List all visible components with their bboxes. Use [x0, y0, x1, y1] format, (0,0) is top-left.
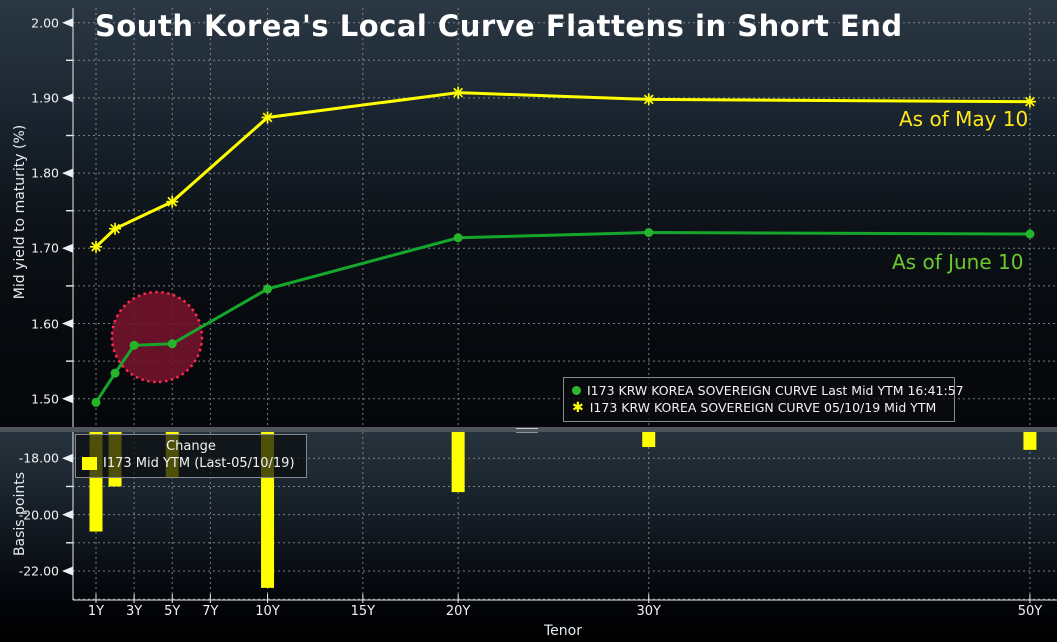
bottom-y-tick-label--20.00: -20.00: [18, 507, 59, 523]
y-tick-arrow: [62, 510, 73, 520]
change-legend-label: I173 Mid YTM (Last-05/10/19): [103, 456, 295, 471]
chart-title: South Korea's Local Curve Flattens in Sh…: [95, 9, 903, 43]
x-tick-label-50Y: 50Y: [1017, 604, 1043, 619]
curve-june-point-5y: [167, 339, 177, 349]
legend-item-may10-mid-ytm: ✱ I173 KRW KOREA SOVEREIGN CURVE 05/10/1…: [572, 399, 946, 416]
legend-label: I173 KRW KOREA SOVEREIGN CURVE Last Mid …: [587, 383, 964, 398]
curve-june: [94, 231, 1030, 404]
change-legend[interactable]: Change I173 Mid YTM (Last-05/10/19): [75, 434, 307, 478]
legend-item-last-mid-ytm: I173 KRW KOREA SOVEREIGN CURVE Last Mid …: [572, 382, 964, 399]
curve-june-point-20y: [453, 233, 463, 243]
change-bar-30y: [642, 431, 656, 448]
curve-may-marker-10y: [262, 112, 273, 123]
x-tick-label-15Y: 15Y: [350, 604, 376, 619]
y-tick-arrow: [62, 566, 73, 576]
y-tick-arrow: [62, 319, 73, 328]
change-legend-title: Change: [166, 439, 216, 454]
x-axis-label: Tenor: [544, 623, 582, 639]
splitter-grip-handle[interactable]: [516, 428, 538, 433]
curve-june-point-1y: [91, 397, 101, 407]
x-tick-label-10Y: 10Y: [255, 604, 280, 619]
x-tick-label-30Y: 30Y: [636, 604, 661, 619]
curve-label-may: As of May 10: [899, 107, 1029, 131]
x-tick-label-20Y: 20Y: [445, 604, 471, 619]
y-tick-arrow: [62, 453, 73, 463]
curve-may-marker-20y: [453, 87, 464, 98]
curve-may-marker-30y: [643, 94, 654, 105]
curve-june-point-2y: [110, 368, 120, 378]
y-tick-arrow: [62, 394, 73, 404]
curve-may-marker-5y: [167, 196, 178, 207]
curve-june-point-10y: [263, 284, 273, 294]
x-tick-label-5Y: 5Y: [164, 604, 181, 619]
top-y-tick-label-2.00: 2.00: [31, 15, 59, 31]
x-tick-label-3Y: 3Y: [126, 604, 143, 619]
top-y-tick-label-1.80: 1.80: [31, 165, 59, 181]
top-y-tick-label-1.70: 1.70: [31, 240, 59, 256]
panel-splitter: [0, 427, 1057, 433]
x-tick-label-1Y: 1Y: [87, 604, 105, 619]
y-tick-arrow: [62, 18, 73, 28]
top-y-tick-label-1.50: 1.50: [31, 391, 59, 407]
change-bar-20y: [451, 431, 465, 493]
y-tick-arrow: [62, 93, 73, 103]
y-tick-arrow: [62, 168, 73, 178]
top-y-axis-label: Mid yield to maturity (%): [12, 124, 28, 300]
green-dot-icon: [572, 386, 581, 395]
curve-may: [94, 91, 1030, 248]
legend-label: I173 KRW KOREA SOVEREIGN CURVE 05/10/19 …: [589, 400, 937, 415]
curve-june-point-30y: [644, 228, 654, 238]
x-tick-label-7Y: 7Y: [202, 604, 219, 619]
highlight-circle-annotation: [110, 290, 204, 384]
bottom-y-tick-label--18.00: -18.00: [18, 450, 59, 466]
change-bar-50y: [1023, 431, 1037, 450]
change-legend-item: I173 Mid YTM (Last-05/10/19): [82, 455, 300, 472]
top-y-tick-label-1.60: 1.60: [31, 316, 59, 331]
bottom-y-tick-label--22.00: -22.00: [18, 563, 59, 579]
top-y-tick-label-1.90: 1.90: [31, 90, 59, 106]
curve-may-marker-1y: [91, 241, 101, 252]
curve-may-marker-2y: [110, 223, 120, 234]
curve-label-june: As of June 10: [892, 250, 1024, 274]
yellow-asterisk-icon: ✱: [572, 399, 584, 416]
curve-june-point-50y: [1025, 229, 1035, 239]
curve-june-point-3y: [129, 340, 139, 350]
yellow-swatch-icon: [82, 457, 97, 470]
top-legend[interactable]: I173 KRW KOREA SOVEREIGN CURVE Last Mid …: [563, 377, 964, 422]
y-tick-arrow: [62, 243, 73, 253]
curve-may-marker-50y: [1025, 96, 1035, 107]
